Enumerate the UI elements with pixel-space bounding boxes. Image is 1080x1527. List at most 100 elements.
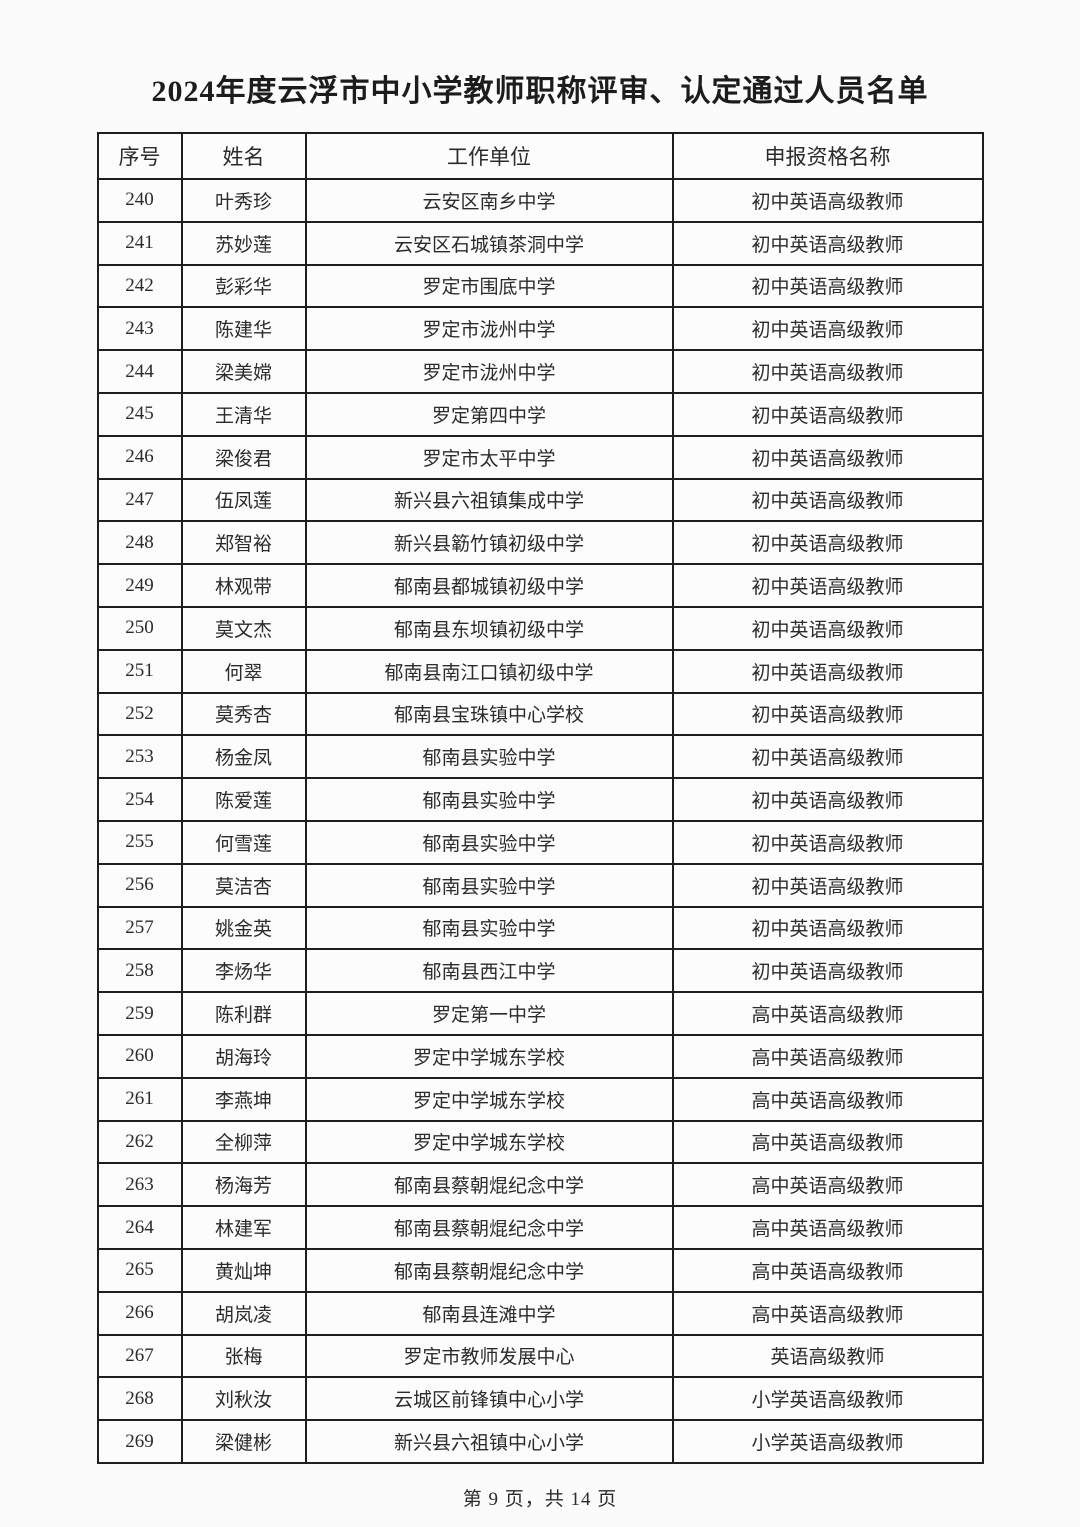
page-title: 2024年度云浮市中小学教师职称评审、认定通过人员名单 [151,75,929,108]
table-row: 257 姚金英 郁南县实验中学 初中英语高级教师 [96,905,984,951]
cell-qualification: 初中英语高级教师 [671,819,984,865]
cell-name: 陈爱莲 [180,777,307,822]
cell-work-unit: 罗定中学城东学校 [304,1076,674,1122]
cell-work-unit: 罗定市围底中学 [304,263,674,309]
table-header: 序号 姓名 工作单位 申报资格名称 [96,132,984,180]
cell-name: 杨海芳 [180,1162,307,1208]
table-row: 264 林建军 郁南县蔡朝焜纪念中学 高中英语高级教师 [96,1205,984,1250]
table-row: 259 陈利群 罗定第一中学 高中英语高级教师 [96,991,984,1036]
cell-serial-number: 242 [96,263,183,309]
table-row: 249 林观带 郁南县都城镇初级中学 初中英语高级教师 [96,563,984,608]
table-row: 263 杨海芳 郁南县蔡朝焜纪念中学 高中英语高级教师 [96,1162,984,1208]
cell-name: 全柳萍 [180,1119,307,1165]
table-row: 266 胡岚凌 郁南县连滩中学 高中英语高级教师 [96,1290,984,1336]
table-row: 262 全柳萍 罗定中学城东学校 高中英语高级教师 [96,1119,984,1165]
cell-name: 梁美嫦 [180,349,307,394]
cell-work-unit: 罗定第四中学 [304,391,674,437]
cell-serial-number: 256 [96,862,183,908]
cell-serial-number: 246 [96,434,183,480]
cell-name: 姚金英 [180,905,307,951]
cell-work-unit: 郁南县实验中学 [304,905,674,951]
table-row: 256 莫洁杏 郁南县实验中学 初中英语高级教师 [96,862,984,908]
cell-name: 苏妙莲 [180,220,307,266]
cell-serial-number: 260 [96,1033,183,1079]
table-row: 244 梁美嫦 罗定市泷州中学 初中英语高级教师 [96,349,984,394]
cell-qualification: 英语高级教师 [671,1333,984,1379]
cell-serial-number: 245 [96,391,183,437]
table-row: 240 叶秀珍 云安区南乡中学 初中英语高级教师 [96,178,984,223]
table-row: 260 胡海玲 罗定中学城东学校 高中英语高级教师 [96,1033,984,1079]
cell-work-unit: 新兴县六祖镇集成中学 [304,477,674,523]
cell-qualification: 高中英语高级教师 [671,1162,984,1208]
cell-name: 陈建华 [180,306,307,352]
cell-work-unit: 郁南县实验中学 [304,819,674,865]
cell-name: 莫文杰 [180,605,307,651]
cell-work-unit: 郁南县宝珠镇中心学校 [304,691,674,737]
header-cell-unit: 工作单位 [304,132,674,180]
cell-qualification: 初中英语高级教师 [671,691,984,737]
header-cell-no: 序号 [96,132,183,180]
cell-work-unit: 郁南县西江中学 [304,948,674,994]
cell-name: 梁俊君 [180,434,307,480]
cell-qualification: 初中英语高级教师 [671,734,984,780]
cell-serial-number: 257 [96,905,183,951]
cell-work-unit: 新兴县六祖镇中心小学 [304,1419,674,1464]
cell-work-unit: 郁南县实验中学 [304,777,674,822]
cell-qualification: 小学英语高级教师 [671,1419,984,1464]
table-row: 246 梁俊君 罗定市太平中学 初中英语高级教师 [96,434,984,480]
table-row: 254 陈爱莲 郁南县实验中学 初中英语高级教师 [96,777,984,822]
table-row: 261 李燕坤 罗定中学城东学校 高中英语高级教师 [96,1076,984,1122]
cell-serial-number: 244 [96,349,183,394]
cell-qualification: 初中英语高级教师 [671,306,984,352]
cell-qualification: 初中英语高级教师 [671,777,984,822]
cell-serial-number: 267 [96,1333,183,1379]
cell-serial-number: 251 [96,648,183,694]
cell-name: 郑智裕 [180,520,307,566]
cell-serial-number: 268 [96,1376,183,1422]
page-number-footer: 第 9 页，共 14 页 [462,1488,618,1510]
table-row: 248 郑智裕 新兴县簕竹镇初级中学 初中英语高级教师 [96,520,984,566]
cell-serial-number: 252 [96,691,183,737]
header-cell-name: 姓名 [180,132,307,180]
table-row: 253 杨金凤 郁南县实验中学 初中英语高级教师 [96,734,984,780]
cell-qualification: 初中英语高级教师 [671,605,984,651]
cell-qualification: 高中英语高级教师 [671,1290,984,1336]
cell-qualification: 小学英语高级教师 [671,1376,984,1422]
cell-qualification: 初中英语高级教师 [671,178,984,223]
cell-serial-number: 253 [96,734,183,780]
cell-work-unit: 郁南县都城镇初级中学 [304,563,674,608]
cell-qualification: 初中英语高级教师 [671,391,984,437]
cell-qualification: 高中英语高级教师 [671,1033,984,1079]
cell-work-unit: 罗定市泷州中学 [304,306,674,352]
cell-qualification: 初中英语高级教师 [671,477,984,523]
table-row: 258 李炀华 郁南县西江中学 初中英语高级教师 [96,948,984,994]
cell-name: 胡岚凌 [180,1290,307,1336]
cell-qualification: 初中英语高级教师 [671,948,984,994]
cell-serial-number: 250 [96,605,183,651]
table-row: 242 彭彩华 罗定市围底中学 初中英语高级教师 [96,263,984,309]
cell-serial-number: 266 [96,1290,183,1336]
cell-serial-number: 248 [96,520,183,566]
cell-work-unit: 云安区南乡中学 [304,178,674,223]
cell-name: 林观带 [180,563,307,608]
cell-qualification: 初中英语高级教师 [671,349,984,394]
cell-name: 张梅 [180,1333,307,1379]
cell-qualification: 高中英语高级教师 [671,991,984,1036]
cell-work-unit: 郁南县蔡朝焜纪念中学 [304,1162,674,1208]
cell-qualification: 高中英语高级教师 [671,1119,984,1165]
cell-name: 何翠 [180,648,307,694]
cell-qualification: 初中英语高级教师 [671,263,984,309]
cell-qualification: 初中英语高级教师 [671,520,984,566]
cell-serial-number: 264 [96,1205,183,1250]
cell-qualification: 高中英语高级教师 [671,1205,984,1250]
cell-serial-number: 265 [96,1247,183,1293]
header-cell-title: 申报资格名称 [671,132,984,180]
cell-name: 陈利群 [180,991,307,1036]
cell-work-unit: 罗定市教师发展中心 [304,1333,674,1379]
cell-work-unit: 云安区石城镇茶洞中学 [304,220,674,266]
table-row: 247 伍凤莲 新兴县六祖镇集成中学 初中英语高级教师 [96,477,984,523]
cell-work-unit: 郁南县东坝镇初级中学 [304,605,674,651]
cell-work-unit: 罗定第一中学 [304,991,674,1036]
header-row: 序号 姓名 工作单位 申报资格名称 [96,132,984,180]
table-row: 267 张梅 罗定市教师发展中心 英语高级教师 [96,1333,984,1379]
